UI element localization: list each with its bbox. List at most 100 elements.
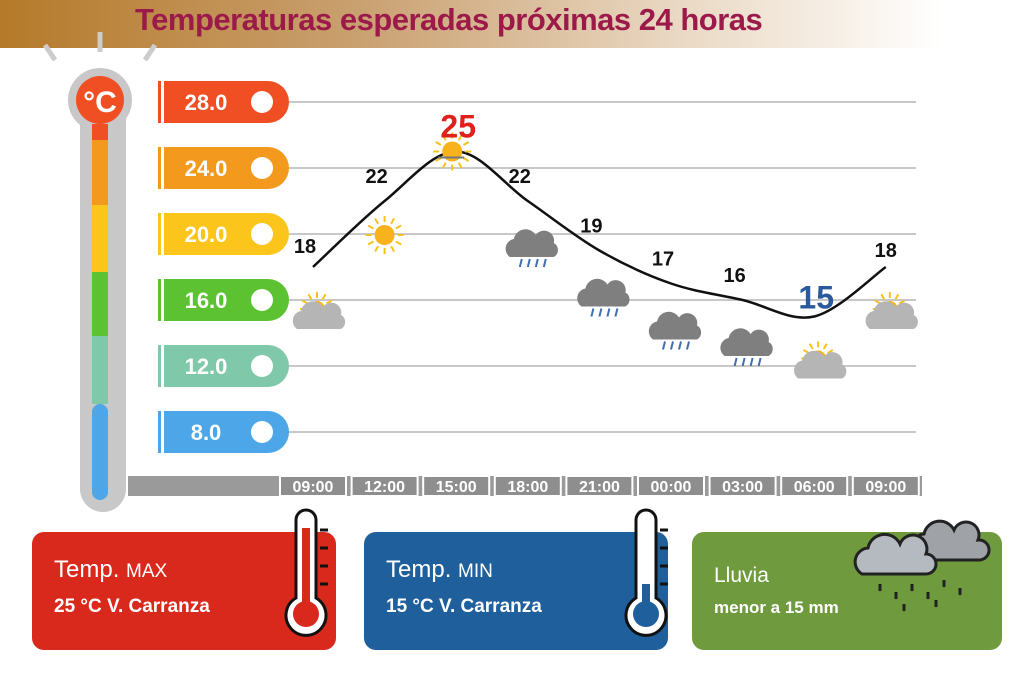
cloud-shape	[577, 278, 630, 307]
time-cell	[565, 475, 634, 497]
y-tick-label: 28.0	[185, 90, 228, 115]
time-cell	[637, 475, 705, 497]
sun-ray	[822, 343, 828, 350]
sun-ray	[367, 240, 374, 246]
cloud-shape	[648, 311, 702, 340]
sun-ray	[827, 349, 834, 354]
tick-hole	[251, 223, 273, 245]
page-title: Temperaturas esperadas próximas 24 horas	[135, 2, 763, 37]
value-label: 22	[509, 166, 531, 188]
thermometer-fill	[302, 528, 310, 612]
min-sub: MIN	[458, 561, 493, 582]
sun-ray	[395, 224, 402, 230]
sun-ray	[435, 141, 442, 146]
tick-tag	[164, 411, 289, 453]
sun-ray	[374, 245, 379, 252]
x-tick-label: 09:00	[865, 479, 906, 496]
min-value: 15 °C V. Carranza	[386, 596, 542, 617]
y-tick-label: 12.0	[185, 354, 228, 379]
sun-ray	[462, 141, 470, 146]
tick-bar	[158, 213, 161, 255]
rain-icon	[505, 229, 558, 268]
min-label: Temp.	[386, 556, 452, 583]
x-tick-label: 15:00	[436, 479, 477, 496]
sun-ray	[462, 157, 470, 162]
rain-value: menor a 15 mm	[714, 598, 839, 617]
cloud-shape	[720, 328, 773, 356]
temperature-line	[312, 150, 887, 319]
tick-hole	[251, 157, 273, 179]
thermometer-bulb	[76, 76, 124, 124]
time-cell	[780, 475, 849, 497]
sun-ray	[390, 218, 395, 225]
value-label: 16	[723, 265, 745, 287]
thermometer-icon	[624, 508, 668, 637]
thermometer-fill	[642, 584, 650, 612]
rain-icon	[577, 278, 630, 317]
sunny-icon	[365, 216, 404, 254]
time-cell	[279, 475, 347, 497]
sun-ray	[367, 224, 374, 230]
partly-cloudy-icon	[292, 292, 346, 329]
value-label: 17	[652, 249, 674, 271]
y-tick-label: 24.0	[185, 156, 228, 181]
sun-ray	[390, 245, 395, 252]
min-temp-card: Temp. MIN 15 °C V. Carranza	[364, 532, 668, 650]
sun-ray	[326, 299, 333, 305]
sun-ray	[321, 293, 327, 300]
tick-tag	[164, 213, 289, 255]
time-cell	[350, 475, 419, 497]
cloud-shape	[292, 301, 346, 329]
partly-cloudy-icon	[793, 341, 847, 379]
sunny-hazy-icon	[433, 132, 472, 171]
tick-tag	[164, 345, 289, 387]
sun-ray	[441, 162, 447, 169]
partly-cloudy-icon	[865, 292, 918, 329]
y-tick-label: 8.0	[191, 420, 222, 445]
x-tick-label: 09:00	[293, 479, 334, 496]
time-cell	[422, 475, 491, 497]
thermometer-segment	[92, 205, 108, 272]
x-tick-label: 03:00	[722, 479, 763, 496]
cloud-shape	[793, 350, 847, 379]
cloud-icon	[853, 532, 938, 576]
sun-ray	[441, 134, 447, 141]
time-cell	[708, 475, 777, 497]
value-label: 22	[365, 166, 387, 188]
rain-icon	[648, 311, 702, 350]
max-value: 25 °C V. Carranza	[54, 596, 210, 617]
sun-ray	[808, 343, 814, 350]
tick-bar	[158, 411, 161, 453]
tick-tag	[164, 279, 289, 321]
thermometer-ray	[142, 43, 158, 62]
max-label: Temp.	[54, 556, 120, 583]
sun-ray	[457, 134, 463, 141]
value-label: 25	[440, 109, 476, 145]
title-banner	[0, 0, 1024, 48]
sun-ray	[894, 293, 900, 300]
thermometer-segment	[92, 140, 108, 205]
tick-bar	[158, 81, 161, 123]
x-tick-label: 06:00	[794, 479, 835, 496]
value-label: 15	[798, 280, 834, 316]
x-tick-label: 12:00	[364, 479, 405, 496]
tick-bar	[158, 279, 161, 321]
rain-drops	[733, 357, 762, 367]
sun-ray	[898, 299, 906, 305]
rain-drops	[518, 258, 547, 268]
rain-drops	[590, 308, 619, 317]
tick-tag	[164, 147, 289, 189]
tick-hole	[251, 289, 273, 311]
thermometer-segment	[92, 124, 108, 140]
tick-tag	[164, 81, 289, 123]
thermometer-segment	[92, 336, 108, 404]
cloud-shape	[865, 301, 918, 329]
tick-hole	[251, 355, 273, 377]
thermometer-segment	[92, 272, 108, 336]
time-cell	[851, 475, 920, 497]
sun-ray	[374, 218, 379, 225]
sun-ray	[395, 240, 402, 246]
rain-card: Lluvia menor a 15 mm	[692, 532, 1002, 650]
